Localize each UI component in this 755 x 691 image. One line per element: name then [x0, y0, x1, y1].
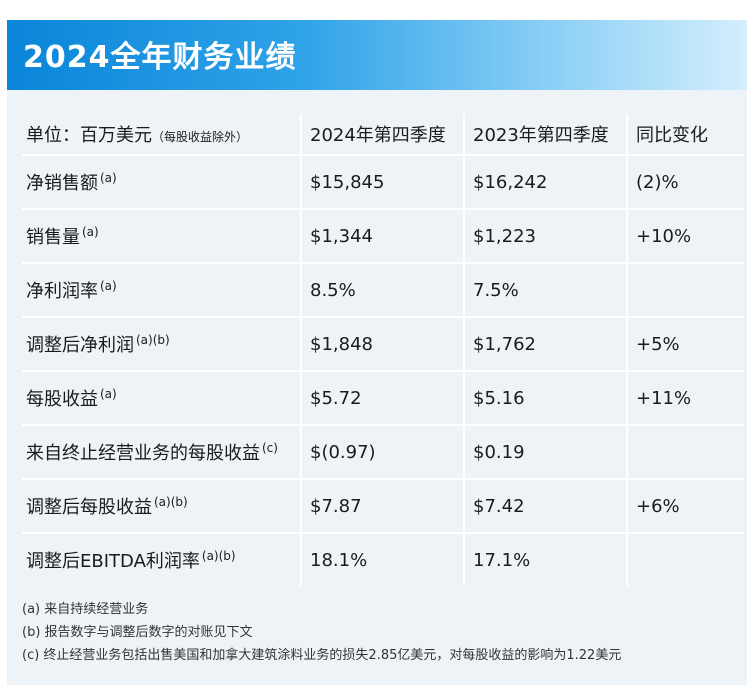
- results-card: 2024全年财务业绩 单位：百万美元（每股收益除外） 2024年第四季度 202…: [7, 20, 747, 685]
- value-change: [628, 426, 744, 480]
- col-header-2024: 2024年第四季度: [302, 114, 465, 156]
- value-change: +5%: [628, 318, 744, 372]
- row-label-cell: 净销售额 (a): [22, 156, 302, 210]
- row-label: 调整后EBITDA利润率: [26, 551, 200, 572]
- table-row: 每股收益 (a) $5.72 $5.16 +11%: [22, 372, 744, 426]
- value-change: [628, 534, 744, 586]
- value-2024: $(0.97): [302, 426, 465, 480]
- value-2023: 17.1%: [465, 534, 628, 586]
- footnote-c: (c) 终止经营业务包括出售美国和加拿大建筑涂料业务的损失2.85亿美元，对每股…: [22, 648, 622, 663]
- footnote-ref: (c): [262, 441, 278, 455]
- col-header-2023: 2023年第四季度: [465, 114, 628, 156]
- financial-results-table: 单位：百万美元（每股收益除外） 2024年第四季度 2023年第四季度 同比变化…: [22, 114, 744, 586]
- value-change: [628, 264, 744, 318]
- value-2024: $1,848: [302, 318, 465, 372]
- value-2023: $0.19: [465, 426, 628, 480]
- value-change: +11%: [628, 372, 744, 426]
- value-2024: $1,344: [302, 210, 465, 264]
- row-label: 净利润率: [26, 281, 98, 302]
- row-label: 净销售额: [26, 173, 98, 194]
- value-2023: $16,242: [465, 156, 628, 210]
- footnote-ref: (a): [100, 171, 117, 185]
- value-2024: $7.87: [302, 480, 465, 534]
- row-label-cell: 销售量 (a): [22, 210, 302, 264]
- footnote-ref: (a)(b): [201, 549, 236, 563]
- footnotes: (a) 来自持续经营业务 (b) 报告数字与调整后数字的对账见下文 (c) 终止…: [22, 598, 621, 667]
- table-row: 销售量 (a) $1,344 $1,223 +10%: [22, 210, 744, 264]
- row-label-cell: 净利润率 (a): [22, 264, 302, 318]
- unit-header: 单位：百万美元（每股收益除外）: [22, 114, 302, 156]
- value-2024: 8.5%: [302, 264, 465, 318]
- table-row: 来自终止经营业务的每股收益 (c) $(0.97) $0.19: [22, 426, 744, 480]
- value-2023: 7.5%: [465, 264, 628, 318]
- footnote-ref: (a)(b): [136, 333, 170, 347]
- row-label-cell: 调整后每股收益 (a)(b): [22, 480, 302, 534]
- value-2024: $15,845: [302, 156, 465, 210]
- row-label: 来自终止经营业务的每股收益: [26, 443, 260, 464]
- col-header-change: 同比变化: [628, 114, 744, 156]
- table-row: 调整后每股收益 (a)(b) $7.87 $7.42 +6%: [22, 480, 744, 534]
- row-label: 调整后每股收益: [26, 497, 152, 518]
- value-2024: 18.1%: [302, 534, 465, 586]
- value-change: +6%: [628, 480, 744, 534]
- footnote-ref: (a)(b): [154, 495, 188, 509]
- row-label-cell: 调整后EBITDA利润率 (a)(b): [22, 534, 302, 586]
- value-2023: $1,223: [465, 210, 628, 264]
- footnote-a: (a) 来自持续经营业务: [22, 602, 149, 617]
- table-row: 净销售额 (a) $15,845 $16,242 (2)%: [22, 156, 744, 210]
- row-label-cell: 来自终止经营业务的每股收益 (c): [22, 426, 302, 480]
- footnote-ref: (a): [100, 387, 117, 401]
- unit-label: 单位：百万美元: [26, 125, 152, 146]
- value-2023: $1,762: [465, 318, 628, 372]
- table-row: 调整后EBITDA利润率 (a)(b) 18.1% 17.1%: [22, 534, 744, 586]
- value-change: +10%: [628, 210, 744, 264]
- row-label: 销售量: [26, 227, 80, 248]
- unit-note: （每股收益除外）: [152, 130, 249, 144]
- row-label: 每股收益: [26, 389, 98, 410]
- footnote-b: (b) 报告数字与调整后数字的对账见下文: [22, 625, 253, 640]
- footnote-ref: (a): [100, 279, 117, 293]
- table-row: 调整后净利润 (a)(b) $1,848 $1,762 +5%: [22, 318, 744, 372]
- value-2024: $5.72: [302, 372, 465, 426]
- row-label-cell: 调整后净利润 (a)(b): [22, 318, 302, 372]
- value-2023: $5.16: [465, 372, 628, 426]
- table-row: 净利润率 (a) 8.5% 7.5%: [22, 264, 744, 318]
- row-label: 调整后净利润: [26, 335, 134, 356]
- footnote-ref: (a): [82, 225, 99, 239]
- value-2023: $7.42: [465, 480, 628, 534]
- row-label-cell: 每股收益 (a): [22, 372, 302, 426]
- title-banner: 2024全年财务业绩: [7, 20, 747, 90]
- value-change: (2)%: [628, 156, 744, 210]
- table-header-row: 单位：百万美元（每股收益除外） 2024年第四季度 2023年第四季度 同比变化: [22, 114, 744, 156]
- page-title: 2024全年财务业绩: [23, 40, 297, 75]
